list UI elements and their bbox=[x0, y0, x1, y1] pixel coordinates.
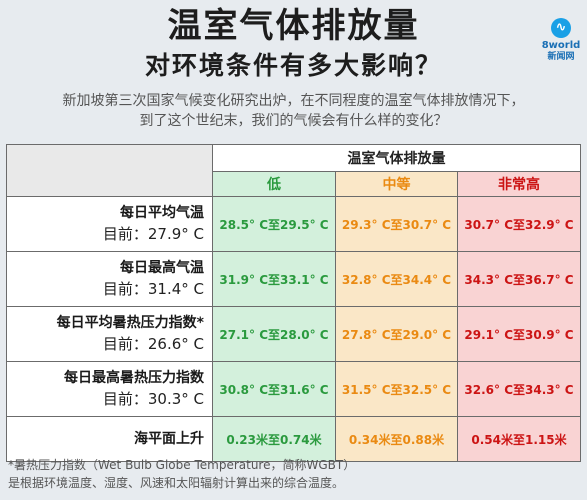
table-header: 温室气体排放量 bbox=[212, 144, 581, 172]
row-label: 海平面上升 bbox=[6, 416, 213, 462]
row-label: 每日最高暑热压力指数 目前：30.3° C bbox=[6, 361, 213, 417]
page-subtitle: 对环境条件有多大影响？ bbox=[144, 51, 442, 80]
row-name: 海平面上升 bbox=[134, 431, 204, 447]
logo-mark: ∿ bbox=[551, 18, 571, 38]
table-row: 每日平均气温 目前：27.9° C 28.5° C至29.5° C 29.3° … bbox=[6, 196, 581, 252]
footnote: *暑热压力指数（Wet Bulb Globe Temperature，简称WGB… bbox=[8, 456, 583, 492]
row-name: 每日最高暑热压力指数 bbox=[64, 370, 204, 386]
value-very-high: 34.3° C至36.7° C bbox=[457, 251, 581, 307]
footnote-line-1: *暑热压力指数（Wet Bulb Globe Temperature，简称WGB… bbox=[8, 458, 356, 472]
logo-sub: 新闻网 bbox=[547, 52, 575, 62]
value-medium: 31.5° C至32.5° C bbox=[335, 361, 458, 417]
value-low: 0.23米至0.74米 bbox=[212, 416, 336, 462]
row-label: 每日平均气温 目前：27.9° C bbox=[6, 196, 213, 252]
table-row: 每日最高暑热压力指数 目前：30.3° C 30.8° C至31.6° C 31… bbox=[6, 361, 581, 417]
value-medium: 0.34米至0.88米 bbox=[335, 416, 458, 462]
table-row: 海平面上升 0.23米至0.74米 0.34米至0.88米 0.54米至1.15… bbox=[6, 416, 581, 462]
value-medium: 27.8° C至29.0° C bbox=[335, 306, 458, 362]
row-current: 目前：31.4° C bbox=[102, 280, 204, 298]
value-very-high: 32.6° C至34.3° C bbox=[457, 361, 581, 417]
row-current: 目前：30.3° C bbox=[102, 390, 204, 408]
row-current: 目前：27.9° C bbox=[102, 225, 204, 243]
value-low: 28.5° C至29.5° C bbox=[212, 196, 336, 252]
row-current: 目前：26.6° C bbox=[102, 335, 204, 353]
8world-logo-icon: ∿ 8world 新闻网 bbox=[538, 18, 584, 62]
value-very-high: 29.1° C至30.9° C bbox=[457, 306, 581, 362]
value-medium: 29.3° C至30.7° C bbox=[335, 196, 458, 252]
row-label: 每日平均暑热压力指数* 目前：26.6° C bbox=[6, 306, 213, 362]
row-label: 每日最高气温 目前：31.4° C bbox=[6, 251, 213, 307]
value-medium: 32.8° C至34.4° C bbox=[335, 251, 458, 307]
level-medium: 中等 bbox=[335, 171, 458, 197]
table-corner bbox=[6, 144, 213, 197]
logo-brand: 8world bbox=[541, 40, 581, 51]
value-low: 31.9° C至33.1° C bbox=[212, 251, 336, 307]
intro-line-2: 到了这个世纪末，我们的气候会有什么样的变化？ bbox=[139, 113, 448, 129]
table-row: 每日平均暑热压力指数* 目前：26.6° C 27.1° C至28.0° C 2… bbox=[6, 306, 581, 362]
level-low: 低 bbox=[212, 171, 336, 197]
row-name: 每日平均暑热压力指数* bbox=[56, 315, 204, 331]
value-low: 30.8° C至31.6° C bbox=[212, 361, 336, 417]
emissions-table: 温室气体排放量 低 中等 非常高 每日平均气温 目前：27.9° C 28.5°… bbox=[6, 144, 581, 462]
row-name: 每日平均气温 bbox=[120, 205, 204, 221]
value-very-high: 0.54米至1.15米 bbox=[457, 416, 581, 462]
intro-line-1: 新加坡第三次国家气候变化研究出炉，在不同程度的温室气体排放情况下， bbox=[62, 93, 525, 109]
footnote-line-2: 是根据环境温度、湿度、风速和太阳辐射计算出来的综合温度。 bbox=[8, 476, 345, 490]
value-low: 27.1° C至28.0° C bbox=[212, 306, 336, 362]
value-very-high: 30.7° C至32.9° C bbox=[457, 196, 581, 252]
table-row: 每日最高气温 目前：31.4° C 31.9° C至33.1° C 32.8° … bbox=[6, 251, 581, 307]
intro-text: 新加坡第三次国家气候变化研究出炉，在不同程度的温室气体排放情况下， 到了这个世纪… bbox=[0, 91, 587, 131]
row-name: 每日最高气温 bbox=[120, 260, 204, 276]
level-very-high: 非常高 bbox=[457, 171, 581, 197]
page-title: 温室气体排放量 bbox=[167, 6, 420, 46]
